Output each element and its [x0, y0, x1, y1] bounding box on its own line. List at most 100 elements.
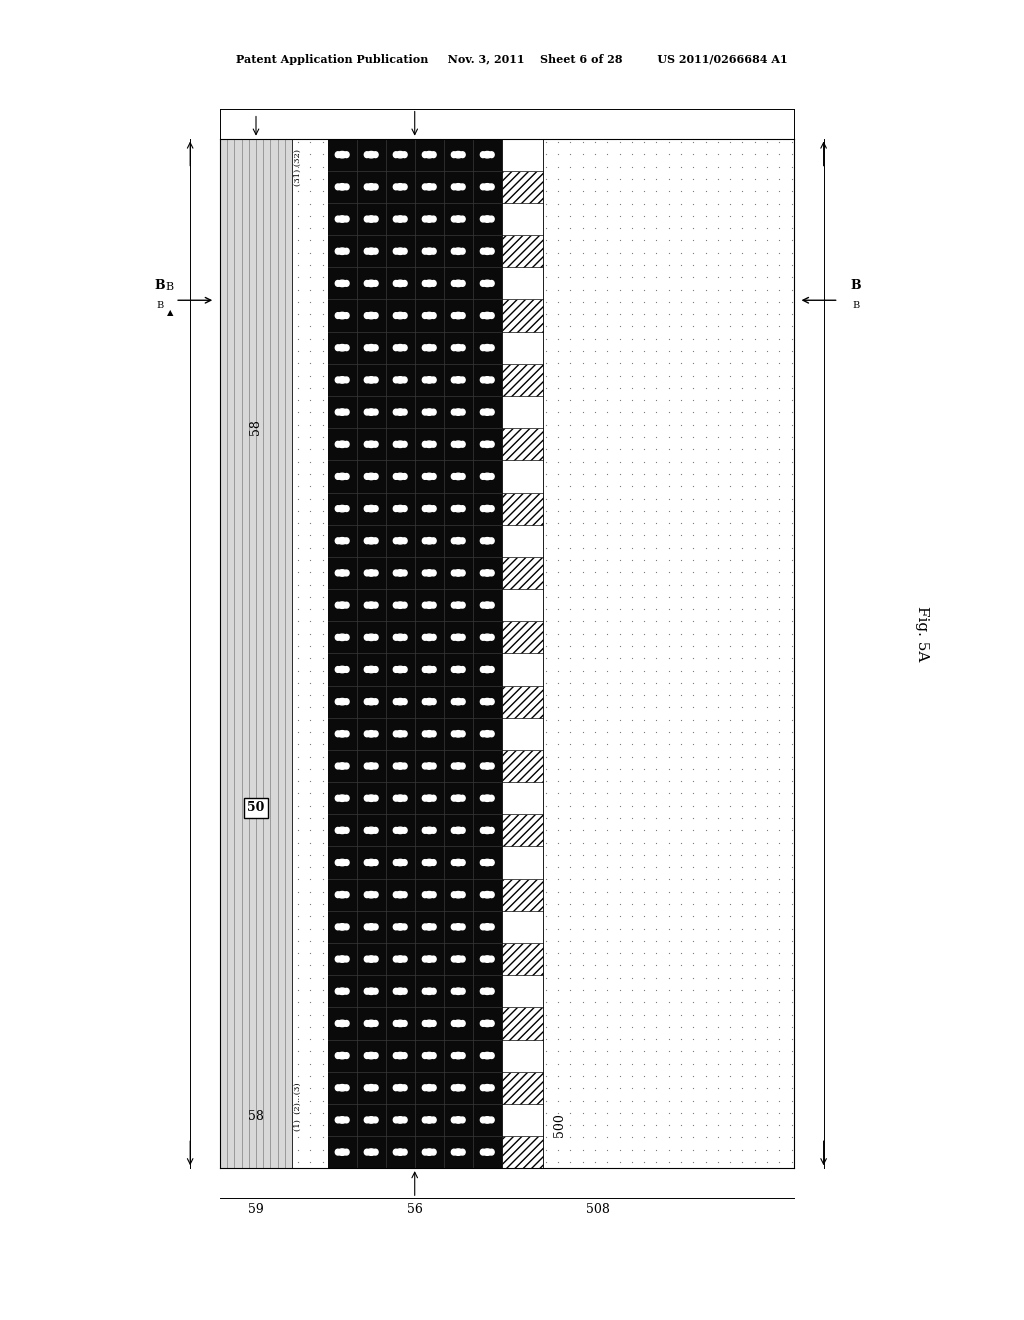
- Point: [390, 832, 407, 853]
- Point: [624, 255, 640, 276]
- Ellipse shape: [422, 1150, 427, 1155]
- Point: [290, 979, 306, 1001]
- Point: [722, 1028, 738, 1049]
- Point: [378, 463, 394, 484]
- Point: [734, 771, 751, 792]
- Point: [280, 845, 296, 866]
- Point: [230, 709, 247, 730]
- Point: [501, 242, 517, 263]
- Point: [660, 598, 677, 619]
- Point: [218, 882, 234, 903]
- Point: [452, 917, 468, 939]
- Point: [390, 438, 407, 459]
- Ellipse shape: [431, 924, 436, 929]
- Ellipse shape: [454, 1052, 463, 1059]
- Point: [538, 549, 554, 570]
- Point: [685, 438, 701, 459]
- Point: [329, 635, 345, 656]
- Point: [513, 463, 529, 484]
- Point: [783, 1053, 800, 1074]
- Point: [759, 181, 775, 202]
- Point: [648, 401, 665, 422]
- Point: [685, 697, 701, 718]
- Point: [280, 623, 296, 644]
- Point: [464, 808, 480, 829]
- Point: [415, 611, 431, 632]
- Point: [660, 991, 677, 1012]
- Point: [427, 329, 443, 350]
- Point: [353, 857, 370, 878]
- Point: [439, 586, 456, 607]
- Point: [574, 931, 591, 952]
- Point: [304, 783, 321, 804]
- Point: [439, 156, 456, 177]
- Ellipse shape: [367, 1052, 376, 1059]
- Point: [402, 169, 419, 190]
- Point: [734, 169, 751, 190]
- Point: [304, 722, 321, 743]
- Point: [427, 1151, 443, 1172]
- Point: [501, 525, 517, 546]
- Point: [636, 414, 652, 436]
- Point: [611, 722, 628, 743]
- Point: [415, 255, 431, 276]
- Point: [525, 906, 542, 927]
- Point: [415, 352, 431, 374]
- Point: [314, 758, 331, 779]
- Point: [329, 672, 345, 693]
- Point: [587, 598, 603, 619]
- Point: [243, 549, 259, 570]
- Ellipse shape: [395, 183, 406, 190]
- Point: [734, 598, 751, 619]
- Point: [464, 329, 480, 350]
- Point: [292, 292, 308, 313]
- Point: [304, 1127, 321, 1148]
- Point: [648, 709, 665, 730]
- Point: [488, 426, 505, 447]
- Point: [722, 783, 738, 804]
- Point: [685, 685, 701, 706]
- Ellipse shape: [424, 1020, 434, 1027]
- Point: [783, 917, 800, 939]
- Ellipse shape: [395, 891, 406, 898]
- Ellipse shape: [395, 763, 406, 770]
- Point: [685, 1028, 701, 1049]
- Ellipse shape: [395, 1148, 406, 1155]
- Point: [452, 869, 468, 890]
- Point: [587, 954, 603, 975]
- Point: [464, 414, 480, 436]
- Point: [697, 697, 714, 718]
- Point: [710, 1028, 726, 1049]
- Point: [378, 304, 394, 325]
- Point: [353, 968, 370, 989]
- Point: [255, 906, 271, 927]
- Point: [329, 1065, 345, 1086]
- Point: [290, 1053, 306, 1074]
- Point: [304, 832, 321, 853]
- Point: [673, 315, 689, 337]
- Point: [267, 562, 284, 583]
- Ellipse shape: [482, 248, 493, 255]
- Point: [280, 1005, 296, 1026]
- Point: [710, 1016, 726, 1038]
- Point: [746, 1127, 763, 1148]
- Point: [378, 193, 394, 214]
- Point: [230, 512, 247, 533]
- Point: [685, 1065, 701, 1086]
- Point: [660, 611, 677, 632]
- Point: [290, 771, 306, 792]
- Point: [746, 169, 763, 190]
- Text: B: B: [157, 301, 164, 310]
- Point: [280, 206, 296, 227]
- Point: [390, 500, 407, 521]
- Point: [746, 857, 763, 878]
- Point: [759, 685, 775, 706]
- Point: [710, 463, 726, 484]
- Point: [660, 968, 677, 989]
- Ellipse shape: [422, 731, 427, 737]
- Point: [302, 341, 318, 362]
- Ellipse shape: [367, 924, 376, 931]
- Point: [624, 1127, 640, 1148]
- Point: [722, 758, 738, 779]
- Point: [746, 734, 763, 755]
